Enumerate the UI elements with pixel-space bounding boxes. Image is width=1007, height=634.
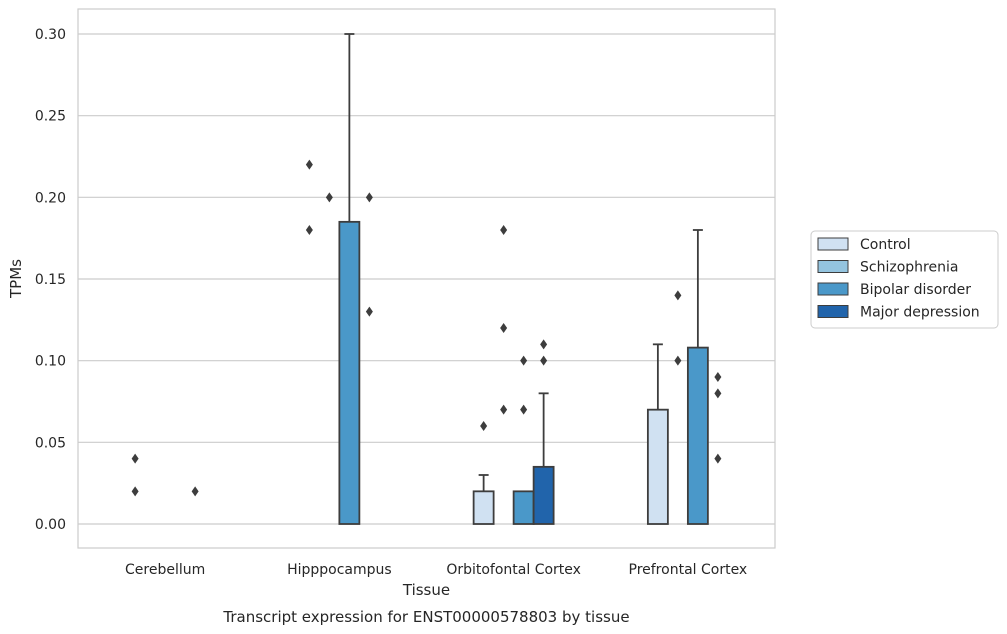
outlier-point [714,453,722,464]
y-tick-label: 0.20 [35,190,66,206]
outlier-point [540,339,548,350]
bar [472,490,495,525]
y-tick-label: 0.00 [35,517,66,533]
legend-swatch [817,260,849,273]
bar [532,465,555,525]
outlier-point [131,453,139,464]
legend-swatch [817,237,849,251]
outlier-point [674,290,682,301]
y-tick-label: 0.15 [35,272,66,288]
y-tick-label: 0.05 [35,435,66,451]
y-tick-label: 0.30 [35,27,66,43]
outlier-point [540,355,548,366]
outlier-point [520,404,528,415]
chart-caption: Transcript expression for ENST0000057880… [222,608,629,626]
bar [338,220,361,525]
outlier-point [674,355,682,366]
outlier-point [305,159,313,170]
plot-area [77,8,776,549]
bar [646,408,669,525]
outlier-point [131,486,139,497]
outlier-point [714,388,722,399]
x-axis-label: Tissue [402,581,450,599]
outlier-point [500,323,508,333]
legend-box [810,230,999,329]
outlier-point [520,355,528,366]
legend-label: Control [860,237,911,253]
outlier-point [191,486,199,497]
legend-label: Major depression [860,305,980,321]
outlier-point [365,192,373,203]
x-tick-label: Cerebellum [125,562,205,578]
legend: Control Schizophrenia Bipolar disorder Majo… [810,230,999,329]
outlier-point [305,225,313,235]
outlier-point [325,192,333,203]
legend-label: Schizophrenia [860,260,958,276]
y-tick-label: 0.25 [35,109,66,125]
x-tick-label: Hipppocampus [287,562,392,578]
bar [512,490,535,525]
outlier-point [714,372,722,382]
outlier-point [365,306,373,317]
outlier-point [500,225,508,235]
x-tick-label: Prefrontal Cortex [629,562,748,578]
bar [686,346,709,525]
y-axis-label: TPMs [7,259,25,299]
legend-swatch [817,282,849,296]
x-tick-label: Orbitofontal Cortex [446,562,581,578]
y-tick-label: 0.10 [35,354,66,370]
legend-swatch [817,305,849,318]
outlier-point [480,421,488,431]
outlier-point [500,404,508,415]
legend-label: Bipolar disorder [860,282,971,298]
